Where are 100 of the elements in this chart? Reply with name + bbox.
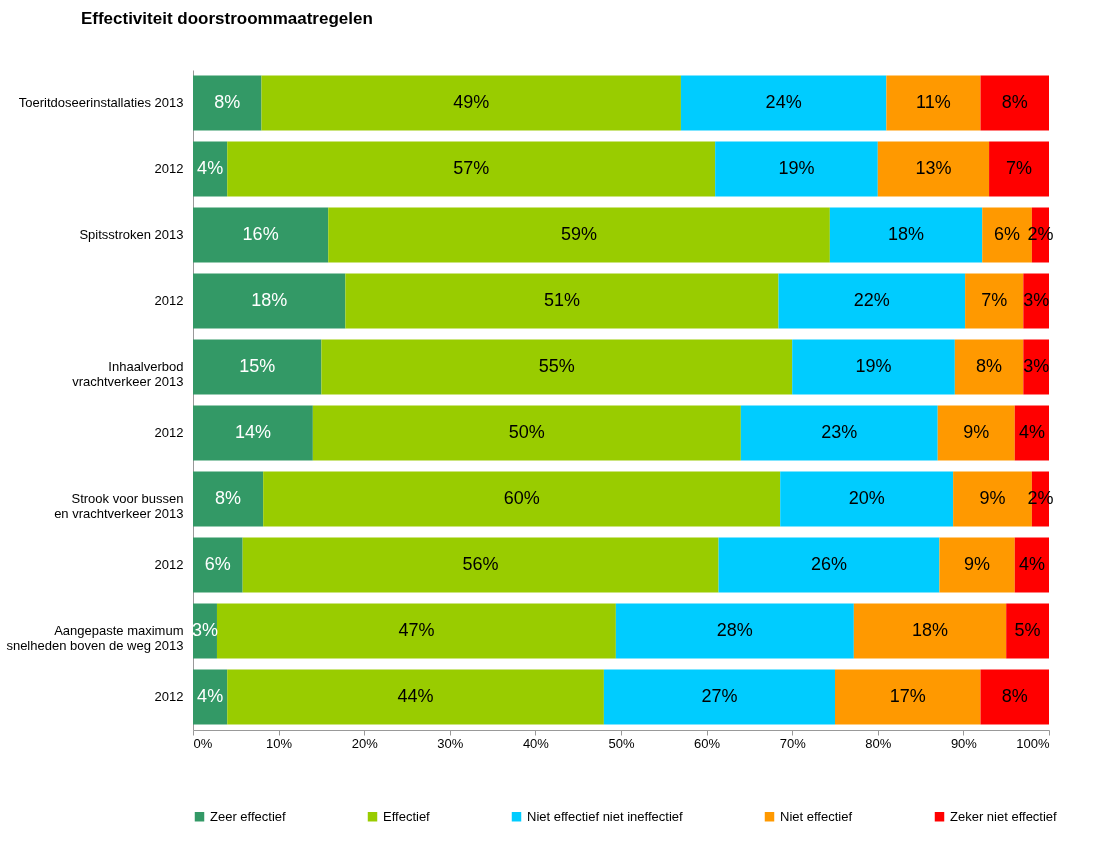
data-label: 18% [888, 224, 925, 244]
bar [778, 273, 966, 329]
bar [261, 75, 681, 131]
data-label: 6% [994, 224, 1021, 244]
bar [965, 273, 1024, 329]
data-label: 19% [855, 356, 892, 376]
data-label: 8% [215, 488, 242, 508]
data-label: 26% [810, 554, 848, 574]
data-label: 47% [398, 620, 435, 640]
data-label: 19% [778, 158, 815, 178]
y-tick-label: Strook voor bussen en vrachtverkeer 2013 [54, 491, 184, 521]
bar [263, 471, 781, 527]
data-label: 4% [197, 158, 224, 178]
bar [835, 669, 981, 725]
bar [680, 75, 887, 131]
x-tick-label: 30% [437, 735, 464, 751]
x-tick-label: 40% [522, 735, 550, 751]
data-label: 13% [915, 158, 952, 178]
bar [989, 141, 1049, 197]
y-tick-label: Aangepaste maximum snelheden boven de weg 2013 [6, 623, 184, 653]
x-tick-label: 20% [351, 735, 379, 751]
y-tick-label: Toeritdoseerinstallaties 2013 [18, 95, 184, 110]
bar [1006, 603, 1049, 659]
bar [193, 405, 313, 461]
data-label: 50% [508, 422, 545, 442]
data-label: 22% [853, 290, 890, 310]
y-tick-label: Inhaalverbod vrachtverkeer 2013 [72, 359, 184, 389]
data-label: 44% [397, 686, 434, 706]
bar [886, 75, 981, 131]
bar [193, 75, 262, 131]
data-label: 7% [981, 290, 1008, 310]
data-label: 55% [538, 356, 575, 376]
data-label: 3% [1023, 356, 1050, 376]
bar [980, 669, 1049, 725]
x-tick-label: 100% [1016, 735, 1050, 751]
data-label: 6% [204, 554, 231, 574]
bar [829, 207, 983, 263]
y-tick-label: 2012 [154, 425, 184, 440]
data-label: 7% [1006, 158, 1033, 178]
chart-title: Effectiviteit doorstroommaatregelen [80, 9, 373, 28]
data-label: 57% [453, 158, 490, 178]
data-label: 3% [191, 620, 218, 640]
data-label: 8% [1001, 686, 1028, 706]
data-label: 5% [1014, 620, 1041, 640]
bar [954, 339, 1024, 395]
data-label: 8% [976, 356, 1003, 376]
data-label: 14% [234, 422, 271, 442]
legend-label: Niet effectief niet ineffectief [527, 808, 683, 824]
bar [345, 273, 779, 329]
data-label: 24% [765, 92, 802, 112]
bar [193, 207, 329, 263]
bar [937, 405, 1015, 461]
data-label: 4% [1018, 554, 1045, 574]
bar [853, 603, 1007, 659]
data-label: 9% [979, 488, 1006, 508]
bar [615, 603, 854, 659]
x-tick-label: 60% [694, 735, 721, 751]
data-label: 9% [964, 554, 991, 574]
bar [939, 537, 1015, 593]
data-label: 4% [197, 686, 224, 706]
data-label: 28% [716, 620, 753, 640]
x-tick-label: 10% [266, 735, 293, 751]
legend-label: Niet effectief [780, 808, 853, 824]
bar [227, 669, 604, 725]
y-tick-label: Spitsstroken 2013 [79, 227, 184, 242]
x-tick-label: 80% [865, 735, 892, 751]
y-tick-label: 2012 [154, 161, 184, 176]
bar [242, 537, 719, 593]
bar [321, 339, 793, 395]
data-label: 51% [543, 290, 580, 310]
x-tick-label: 50% [608, 735, 635, 751]
data-label: 4% [1018, 422, 1045, 442]
bar [227, 141, 716, 197]
data-label: 18% [251, 290, 288, 310]
data-label: 3% [1023, 290, 1050, 310]
data-label: 49% [453, 92, 490, 112]
y-tick-label: 2012 [154, 293, 184, 308]
bar [216, 603, 616, 659]
y-tick-label: 2012 [154, 557, 184, 572]
legend-label: Effectief [383, 808, 431, 824]
bar [780, 471, 954, 527]
data-label: 18% [912, 620, 949, 640]
bar [980, 75, 1049, 131]
bar [193, 273, 346, 329]
data-label: 11% [916, 92, 951, 112]
data-label: 8% [214, 92, 241, 112]
bar [603, 669, 835, 725]
bar [312, 405, 741, 461]
bar [792, 339, 955, 395]
x-tick-label: 70% [779, 735, 807, 751]
data-label: 56% [462, 554, 499, 574]
data-label: 60% [503, 488, 540, 508]
legend-label: Zeker niet effectief [950, 808, 1058, 824]
bar [328, 207, 830, 263]
data-label: 15% [239, 356, 276, 376]
x-tick-label: 0% [193, 735, 213, 751]
bar [193, 537, 243, 593]
bar [740, 405, 938, 461]
legend-label: Zeer effectief [210, 808, 287, 824]
data-label: 27% [701, 686, 738, 706]
